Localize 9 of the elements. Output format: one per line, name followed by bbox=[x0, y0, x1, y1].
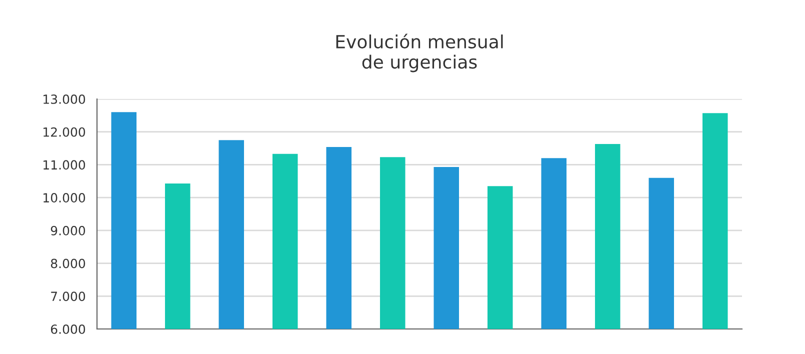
chart-title: Evolución mensual de urgencias bbox=[336, 34, 503, 72]
y-tick-label: 12.000 bbox=[44, 127, 86, 137]
y-tick-label: 8.000 bbox=[50, 258, 86, 268]
y-tick-label: 7.000 bbox=[51, 292, 86, 302]
y-tick-label: 6.000 bbox=[50, 324, 86, 334]
y-tick-label: 11.000 bbox=[44, 160, 86, 170]
y-tick-label: 9.000 bbox=[50, 226, 86, 236]
y-tick-label: 10.000 bbox=[44, 193, 86, 202]
y-tick-label: 13.000 bbox=[44, 94, 86, 104]
